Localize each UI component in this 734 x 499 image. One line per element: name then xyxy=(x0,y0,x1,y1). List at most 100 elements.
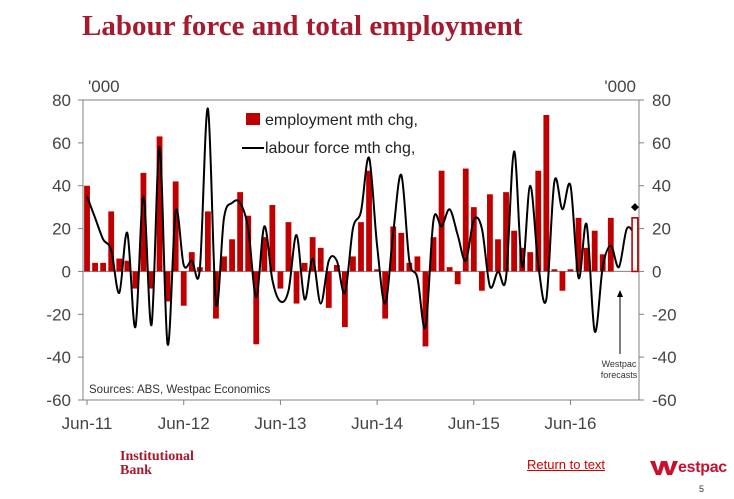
legend: employment mth chg, labour force mth chg… xyxy=(242,112,418,157)
right-tick-label: 20 xyxy=(652,220,671,239)
employment-bar xyxy=(148,271,155,289)
employment-bar xyxy=(390,226,397,272)
employment-bar xyxy=(309,237,316,272)
employment-bar xyxy=(527,252,534,272)
employment-bar xyxy=(551,269,558,272)
forecast-point xyxy=(630,203,639,212)
forecast-arrowhead xyxy=(617,290,623,297)
right-unit-label: '000 xyxy=(604,77,636,96)
employment-bar xyxy=(462,168,469,272)
employment-bar xyxy=(470,207,477,272)
right-tick-label: 60 xyxy=(652,134,671,153)
employment-bar xyxy=(204,211,211,272)
forecast-label-line1: Westpac xyxy=(602,359,637,369)
left-tick-label: 20 xyxy=(52,220,71,239)
employment-bar xyxy=(543,115,550,272)
right-axis: -60 -40 -20 0 20 40 60 80 xyxy=(639,91,677,410)
employment-bar xyxy=(156,136,163,272)
right-tick-label: -40 xyxy=(652,348,677,367)
left-axis: -60 -40 -20 0 20 40 60 80 xyxy=(46,91,83,410)
employment-bar xyxy=(414,256,421,272)
right-tick-label: -20 xyxy=(652,305,677,324)
left-tick-label: -60 xyxy=(46,391,71,410)
employment-bar xyxy=(221,256,227,272)
forecast-annotation: Westpac forecasts xyxy=(601,290,638,380)
employment-bar xyxy=(180,271,187,306)
employment-bar xyxy=(422,271,429,347)
westpac-wordmark: estpac xyxy=(678,459,727,476)
employment-bar xyxy=(487,194,493,272)
labour-force-line xyxy=(86,107,636,346)
employment-bar xyxy=(285,222,292,272)
employment-bar xyxy=(454,271,461,285)
forecast-bar xyxy=(631,217,639,273)
employment-bar xyxy=(132,271,139,289)
x-tick-label: Jun-11 xyxy=(62,414,113,433)
employment-bar xyxy=(164,271,171,302)
legend-bar-swatch xyxy=(246,113,260,125)
employment-bar xyxy=(261,237,268,272)
employment-bar xyxy=(333,265,340,272)
employment-bar xyxy=(350,256,356,272)
employment-bar xyxy=(575,217,582,272)
left-unit-label: '000 xyxy=(88,77,120,96)
employment-bar xyxy=(495,239,501,272)
employment-bar xyxy=(92,262,98,272)
employment-bar xyxy=(100,262,107,272)
employment-bar xyxy=(108,211,115,272)
right-tick-label: -60 xyxy=(652,391,677,410)
employment-bar xyxy=(116,258,123,272)
employment-bar xyxy=(430,237,437,272)
employment-bar xyxy=(406,262,413,272)
employment-bar xyxy=(607,217,614,272)
logo-line-2: Bank xyxy=(120,463,152,478)
right-tick-label: 80 xyxy=(652,91,671,110)
chart-title: Labour force and total employment xyxy=(82,10,523,42)
employment-bar xyxy=(237,192,244,272)
employment-bar xyxy=(124,260,131,272)
employment-bar xyxy=(559,271,566,291)
employment-bar xyxy=(535,170,542,272)
x-tick-label: Jun-15 xyxy=(448,414,500,433)
page-number: 5 xyxy=(699,484,705,494)
left-tick-label: 60 xyxy=(52,134,71,153)
employment-bar xyxy=(317,247,324,272)
employment-bar xyxy=(398,232,405,272)
x-tick-label: Jun-12 xyxy=(158,414,210,433)
employment-bar xyxy=(374,269,381,272)
legend-employment: employment mth chg, xyxy=(265,112,418,129)
return-to-text-link[interactable]: Return to text xyxy=(527,457,606,472)
x-axis: Jun-11 Jun-12 Jun-13 Jun-14 Jun-15 Jun-16 xyxy=(62,400,597,433)
employment-bar xyxy=(358,222,364,272)
logo-line-1: Institutional xyxy=(120,449,194,464)
employment-bar xyxy=(567,269,574,272)
x-tick-label: Jun-14 xyxy=(351,414,403,433)
forecast-marks xyxy=(630,203,639,273)
employment-bar xyxy=(293,271,300,304)
employment-bar xyxy=(229,239,235,272)
employment-bar xyxy=(478,271,485,291)
employment-bar xyxy=(325,271,332,308)
left-tick-label: 40 xyxy=(52,177,71,196)
employment-bar xyxy=(277,271,284,289)
employment-bar xyxy=(172,181,179,272)
right-tick-label: 0 xyxy=(652,262,661,281)
right-tick-label: 40 xyxy=(652,177,671,196)
employment-bar xyxy=(511,230,518,272)
employment-bar xyxy=(301,262,308,272)
employment-bar xyxy=(583,247,590,272)
employment-bar xyxy=(366,170,372,272)
employment-bar xyxy=(84,185,90,272)
x-tick-label: Jun-16 xyxy=(545,414,597,433)
left-tick-label: 80 xyxy=(52,91,71,110)
left-tick-label: -20 xyxy=(46,305,71,324)
westpac-logo: estpac xyxy=(650,458,727,478)
employment-bar xyxy=(341,271,348,328)
employment-bars xyxy=(84,115,614,347)
employment-bar xyxy=(446,267,453,272)
employment-bar xyxy=(245,215,252,272)
employment-bar xyxy=(269,205,276,272)
employment-bar xyxy=(503,192,509,272)
left-tick-label: 0 xyxy=(62,262,71,281)
